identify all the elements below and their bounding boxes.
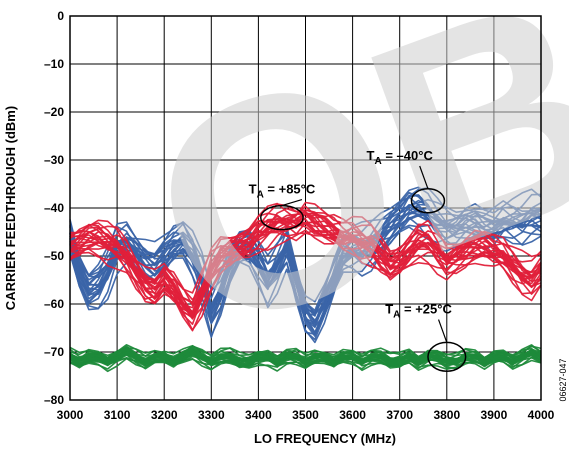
series-line xyxy=(69,224,542,339)
y-tick-label: –80 xyxy=(44,393,64,407)
annotation-label: TA = +85°C xyxy=(249,182,316,201)
series-line xyxy=(69,215,542,320)
y-tick-label: –30 xyxy=(44,153,64,167)
y-tick-label: 0 xyxy=(57,9,64,23)
y-tick-label: –50 xyxy=(44,249,64,263)
x-tick-label: 3900 xyxy=(481,408,508,422)
annotation-leader xyxy=(419,165,429,190)
series-line xyxy=(69,201,542,294)
series-line xyxy=(69,188,542,303)
series-line xyxy=(69,345,542,363)
x-tick-label: 4000 xyxy=(528,408,555,422)
x-axis-title: LO FREQUENCY (MHz) xyxy=(254,431,396,446)
series-layer xyxy=(69,186,542,373)
plot-frame xyxy=(69,15,542,401)
y-tick-label: –10 xyxy=(44,57,64,71)
annotation-leader xyxy=(281,199,303,207)
x-tick-label: 3800 xyxy=(433,408,460,422)
series-line xyxy=(69,344,542,364)
x-tick-label: 3500 xyxy=(292,408,319,422)
annotation-label: TA = –40°C xyxy=(367,148,434,167)
x-tick-label: 3700 xyxy=(386,408,413,422)
series-line xyxy=(69,198,542,312)
series-line xyxy=(69,227,542,325)
series-group-1 xyxy=(69,201,542,332)
x-tick-labels: 3000 3100 3200 3300 3400 3500 3600 3700 3800 3900… xyxy=(57,408,555,422)
y-tick-labels: 0 –10 –20 –30 –40 –50 –60 –70 –80 xyxy=(44,9,64,407)
x-tick-label: 3400 xyxy=(245,408,272,422)
x-tick-label: 3000 xyxy=(57,408,84,422)
series-line xyxy=(69,344,542,363)
y-tick-label: –40 xyxy=(44,201,64,215)
x-tick-label: 3200 xyxy=(151,408,178,422)
y-axis-title: CARRIER FEEDTHROUGH (dBm) xyxy=(3,106,18,310)
x-tick-label: 3600 xyxy=(339,408,366,422)
annotation-leader xyxy=(437,319,448,343)
y-tick-label: –70 xyxy=(44,345,64,359)
annotation-label: TA = +25°C xyxy=(385,302,452,321)
series-line xyxy=(69,212,542,303)
y-tick-label: –20 xyxy=(44,105,64,119)
x-tick-label: 3300 xyxy=(198,408,225,422)
series-line xyxy=(69,207,542,324)
figure-id: 06627-047 xyxy=(558,358,568,401)
annotations-layer: TA = +85°C TA = –40°C TA = +25°C xyxy=(249,148,467,372)
series-line xyxy=(69,186,542,315)
y-tick-label: –60 xyxy=(44,297,64,311)
series-line xyxy=(69,344,542,363)
x-tick-label: 3100 xyxy=(104,408,131,422)
series-line xyxy=(69,207,542,307)
series-group-2 xyxy=(69,344,542,373)
